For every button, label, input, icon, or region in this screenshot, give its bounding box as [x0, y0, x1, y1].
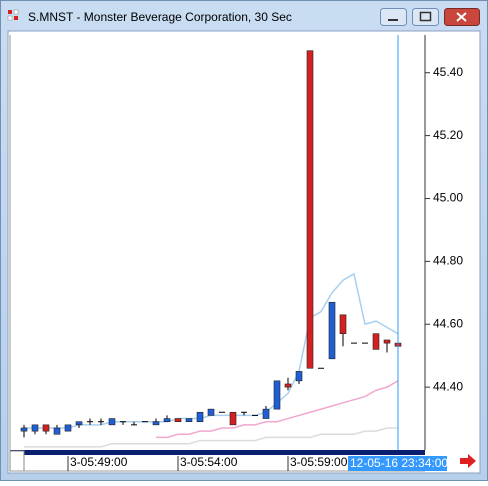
candle-body: [328, 301, 336, 360]
scroll-bar[interactable]: [10, 450, 425, 455]
y-tick-label: 44.40: [433, 379, 463, 393]
candle-body: [306, 50, 314, 369]
candle-body: [372, 333, 380, 350]
moving-average-line: [24, 427, 398, 448]
x-tick-label: 3-05:49:00: [70, 455, 128, 469]
candle-body: [383, 339, 391, 344]
moving-average-line: [156, 380, 399, 439]
candle-body: [152, 421, 160, 426]
candle-body: [108, 418, 116, 426]
y-tick-label: 44.80: [433, 254, 463, 268]
candle-body: [64, 424, 72, 432]
candle-body: [31, 424, 39, 432]
crosshair-label: 12-05-16 23:34:00: [350, 456, 448, 470]
candle-body: [185, 418, 193, 423]
candle-body: [75, 421, 83, 426]
client-area: [7, 30, 481, 474]
candle-body: [163, 418, 171, 423]
candle-body: [174, 418, 182, 423]
crosshair-label-box: [348, 456, 447, 471]
scroll-handle[interactable]: [9, 450, 25, 472]
candle-body: [339, 314, 347, 334]
y-tick-label: 45.40: [433, 65, 463, 79]
close-button[interactable]: [444, 8, 480, 26]
x-tick-label: 3-05:59:00: [290, 455, 348, 469]
scroll-right-arrow[interactable]: [460, 454, 476, 468]
candle-body: [196, 411, 204, 423]
candle-body: [229, 411, 237, 426]
y-tick-label: 44.60: [433, 316, 463, 330]
candle-body: [262, 408, 270, 419]
candle-body: [53, 427, 61, 435]
y-tick-label: 45.00: [433, 191, 463, 205]
candle-body: [284, 383, 292, 388]
candle-body: [207, 408, 215, 416]
candle-body: [42, 424, 50, 432]
x-tick-label: 3-05:54:00: [180, 455, 238, 469]
candle-body: [295, 371, 303, 382]
maximize-button[interactable]: [412, 8, 439, 26]
y-tick-label: 45.20: [433, 128, 463, 142]
window-title: S.MNST - Monster Beverage Corporation, 3…: [28, 10, 292, 24]
candle-body: [20, 427, 28, 432]
app-icon: [7, 9, 19, 21]
candle-body: [273, 380, 281, 410]
minimize-button[interactable]: [380, 8, 407, 26]
